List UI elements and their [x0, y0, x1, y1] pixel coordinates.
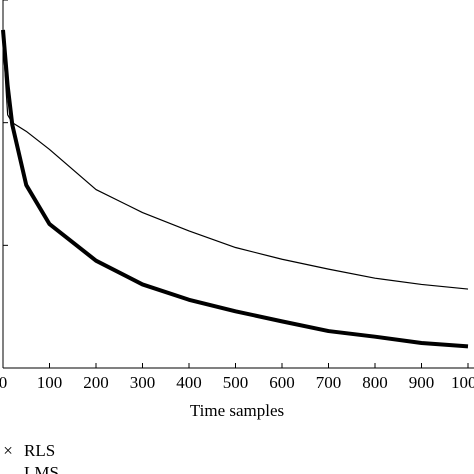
- x-tick-label: 0: [0, 373, 7, 392]
- legend-label: LMS: [24, 463, 59, 474]
- x-tick-label: 900: [409, 373, 435, 392]
- x-tick-label: 500: [223, 373, 249, 392]
- x-tick-label: 400: [176, 373, 202, 392]
- legend-marker: ×: [3, 441, 13, 460]
- x-tick-label: 800: [362, 373, 388, 392]
- x-tick-label: 100: [37, 373, 63, 392]
- series-line: [1, 29, 469, 349]
- x-tick-label: 200: [83, 373, 109, 392]
- x-tick-label: 600: [269, 373, 295, 392]
- x-axis-title: Time samples: [190, 401, 284, 420]
- series-line: [2, 40, 469, 290]
- x-tick-label: 300: [130, 373, 156, 392]
- x-tick-label: 700: [316, 373, 342, 392]
- x-tick-label: 1000: [451, 373, 474, 392]
- legend-label: RLS: [24, 441, 55, 460]
